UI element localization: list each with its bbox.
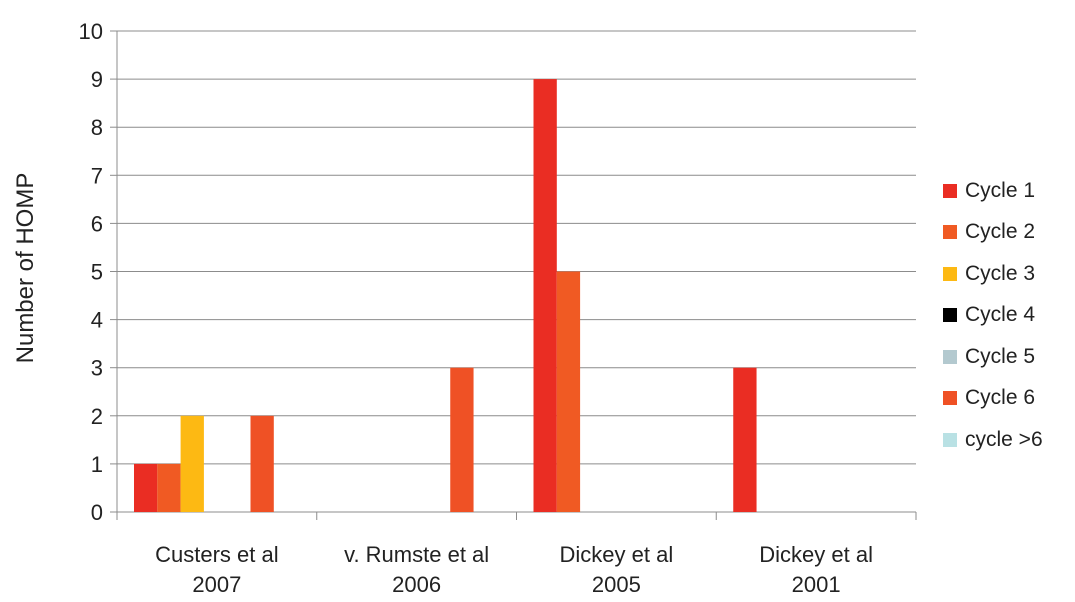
legend-item: Cycle 6 [943,378,1073,420]
x-tick-label: Dickey et al [759,542,873,567]
y-tick-label: 6 [91,211,103,236]
legend-item: Cycle 3 [943,253,1073,295]
y-tick-label: 9 [91,67,103,92]
tick-labels: 0 1 2 3 4 5 6 7 8 9 10 Custers et al 2007 v. Rumste e… [79,19,873,597]
bar [450,367,474,512]
legend-item: Cycle 1 [943,170,1073,212]
bar [180,415,204,512]
legend-label: cycle >6 [965,427,1043,451]
legend-swatch [943,183,957,198]
y-tick-label: 0 [91,500,103,525]
legend-swatch [943,308,957,323]
bar [733,367,757,512]
legend-swatch [943,432,957,447]
legend-label: Cycle 3 [965,261,1036,285]
legend-item: cycle >6 [943,419,1073,461]
x-tick-label: 2007 [192,572,241,597]
legend-label: Cycle 1 [965,178,1036,202]
y-tick-label: 5 [91,260,103,285]
legend-label: Cycle 5 [965,344,1036,368]
y-tick-label: 3 [91,356,103,381]
legend-item: Cycle 2 [943,212,1073,254]
bar [556,271,581,512]
y-tick-label: 8 [91,115,103,140]
x-tick-label: 2001 [792,572,841,597]
y-axis-label: Number of HOMP [12,173,39,364]
legend-label: Cycle 6 [965,386,1036,410]
legend-swatch [943,391,957,406]
bar [134,463,158,512]
x-tick-label: Dickey et al [560,542,674,567]
legend: Cycle 1 Cycle 2 Cycle 3 Cycle 4 Cycle 5 Cycle… [943,170,1073,461]
y-tick-label: 4 [91,308,103,333]
legend-swatch [943,225,957,240]
bar [250,415,274,512]
legend-swatch [943,349,957,364]
y-tick-label: 10 [79,19,103,44]
legend-item: Cycle 5 [943,336,1073,378]
bar [533,79,557,512]
legend-item: Cycle 4 [943,295,1073,337]
x-tick-label: Custers et al [155,542,279,567]
y-tick-label: 7 [91,163,103,188]
bars [134,79,757,512]
bar [157,463,181,512]
y-tick-label: 2 [91,404,103,429]
gridlines [117,30,916,465]
x-tick-label: 2005 [592,572,641,597]
x-tick-label: v. Rumste et al [344,542,489,567]
legend-swatch [943,266,957,281]
legend-label: Cycle 4 [965,303,1036,327]
y-tick-label: 1 [91,452,103,477]
x-tick-label: 2006 [392,572,441,597]
legend-label: Cycle 2 [965,220,1036,244]
axes [110,30,917,520]
